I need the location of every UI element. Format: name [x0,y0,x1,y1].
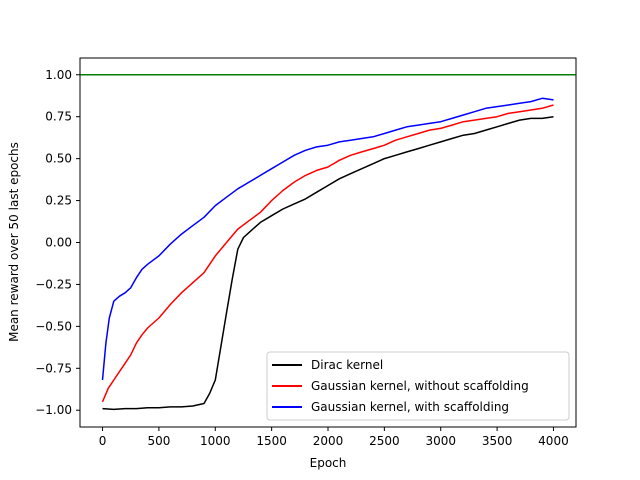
plot-area [80,74,576,411]
x-tick-label: 0 [99,434,107,448]
x-tick-label: 4000 [538,434,569,448]
legend-label-gaussian-with: Gaussian kernel, with scaffolding [311,400,509,414]
y-tick-label: 0.50 [45,152,72,166]
legend-label-gaussian-without: Gaussian kernel, without scaffolding [311,379,529,393]
y-tick-label: −0.75 [35,361,72,375]
x-tick-label: 1000 [200,434,231,448]
x-axis: 0 500 1000 1500 2000 2500 3000 3500 4000 [99,427,569,448]
x-tick-label: 3000 [425,434,456,448]
y-tick-label: 0.00 [45,236,72,250]
legend-box [266,351,570,421]
legend: Dirac kernel Gaussian kernel, without sc… [266,351,570,421]
y-tick-label: −1.00 [35,403,72,417]
series-line-gaussian-without [101,104,554,403]
series-line-dirac [102,115,554,411]
y-tick-label: −0.25 [35,277,72,291]
x-axis-label: Epoch [310,456,347,470]
x-tick-label: 1500 [256,434,287,448]
y-axis: −1.00 −0.75 −0.50 −0.25 0.00 0.25 0.50 0.75 1.00 [35,68,80,417]
y-tick-label: 0.25 [45,194,72,208]
x-tick-label: 2500 [369,434,400,448]
x-tick-label: 2000 [313,434,344,448]
x-tick-label: 3500 [482,434,513,448]
y-tick-label: −0.50 [35,319,72,333]
y-tick-label: 1.00 [45,68,72,82]
series-line-gaussian-with [101,97,554,381]
y-axis-label: Mean reward over 50 last epochs [7,142,21,342]
x-tick-label: 500 [147,434,170,448]
legend-label-dirac: Dirac kernel [311,358,383,372]
y-tick-label: 0.75 [45,110,72,124]
